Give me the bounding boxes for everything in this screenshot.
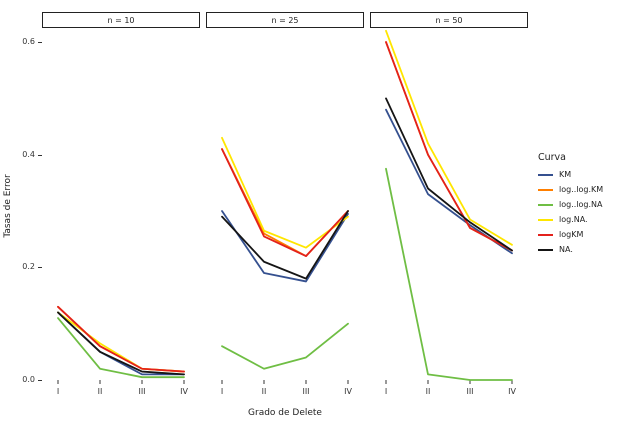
- legend-swatch: [538, 218, 553, 221]
- y-tick-mark: [38, 154, 42, 156]
- legend-entry-label: log..log.NA: [559, 200, 603, 209]
- legend-swatch: [538, 248, 553, 251]
- legend-entry-label: KM: [559, 170, 572, 179]
- series-line-log..log.NA: [221, 322, 349, 370]
- legend-entry-label: logKM: [559, 230, 584, 239]
- facet-n10: n = 10 I II III IV: [42, 12, 200, 400]
- plot-area: Tasas de Error 0.0 0.2 0.4 0.6 n = 10 I II II…: [0, 12, 624, 400]
- legend-entry-label: NA.: [559, 245, 573, 254]
- series-line-log.NA.: [385, 29, 513, 246]
- legend-entry: log..log.NA: [538, 200, 620, 209]
- y-tick-mark: [38, 380, 42, 381]
- y-tick-label: 0.6: [22, 37, 35, 47]
- legend: Curva KM log..log.KM log..log.NA log.NA. log…: [528, 12, 620, 400]
- x-tick-label: IV: [508, 387, 516, 396]
- facet-strip: n = 25: [206, 12, 364, 28]
- x-tick-label: II: [262, 387, 267, 396]
- y-axis-title-column: Tasas de Error: [0, 12, 16, 400]
- legend-swatch: [538, 173, 553, 176]
- y-axis: 0.0 0.2 0.4 0.6: [16, 12, 42, 400]
- legend-entry: log.NA.: [538, 215, 620, 224]
- x-tick-label: II: [98, 387, 103, 396]
- x-axis-title: Grado de Delete: [248, 408, 322, 418]
- x-axis-title-row: Grado de Delete: [42, 400, 528, 419]
- x-tick-label: I: [385, 387, 387, 396]
- x-tick-label: IV: [344, 387, 352, 396]
- y-tick-label: 0.0: [22, 375, 35, 384]
- facet-panels: n = 10 I II III IV n = 25 I II III IV n = 50 I…: [42, 12, 528, 400]
- series-line-log..log.NA: [385, 167, 513, 381]
- y-tick-mark: [38, 42, 42, 44]
- series-line-log..log.NA: [57, 317, 185, 379]
- x-tick-label: IV: [180, 387, 188, 396]
- y-axis-title: Tasas de Error: [3, 174, 13, 238]
- legend-title: Curva: [538, 152, 567, 163]
- facet-n25: n = 25 I II III IV: [206, 12, 364, 400]
- facet-panel-chart: I II III IV: [42, 28, 200, 400]
- series-line-KM: [57, 311, 185, 376]
- y-tick-label: 0.2: [22, 262, 35, 272]
- legend-entries: KM log..log.KM log..log.NA log.NA. logKM NA.: [538, 170, 620, 260]
- series-line-NA.: [385, 97, 513, 252]
- legend-entry-label: log.NA.: [559, 215, 588, 224]
- x-tick-label: I: [57, 387, 59, 396]
- series-line-log.NA.: [221, 136, 349, 249]
- y-tick-label: 0.4: [22, 149, 35, 159]
- series-line-logKM: [385, 41, 513, 252]
- facet-strip: n = 50: [370, 12, 528, 28]
- y-tick-labels: 0.0 0.2 0.4 0.6: [16, 28, 42, 400]
- series-line-logKM: [57, 305, 185, 373]
- facet-strip-label: n = 10: [107, 15, 135, 25]
- series-line-KM: [221, 210, 349, 283]
- legend-entry-label: log..log.KM: [559, 185, 604, 194]
- x-tick-label: III: [466, 387, 473, 396]
- series-line-logKM: [221, 148, 349, 257]
- legend-entry: log..log.KM: [538, 185, 620, 194]
- legend-swatch: [538, 188, 553, 191]
- facet-strip: n = 10: [42, 12, 200, 28]
- legend-entry: NA.: [538, 245, 620, 254]
- legend-entry: KM: [538, 170, 620, 179]
- facet-n50: n = 50 I II III IV: [370, 12, 528, 400]
- x-tick-label: III: [138, 387, 145, 396]
- facet-panel-chart: I II III IV: [370, 28, 528, 400]
- facet-strip-label: n = 25: [271, 15, 299, 25]
- x-tick-label: I: [221, 387, 223, 396]
- facet-strip-label: n = 50: [435, 15, 463, 25]
- series-line-NA.: [221, 210, 349, 280]
- legend-swatch: [538, 203, 553, 206]
- legend-entry: logKM: [538, 230, 620, 239]
- series-line-NA.: [57, 311, 185, 376]
- y-tick-mark: [38, 267, 42, 269]
- x-tick-label: III: [302, 387, 309, 396]
- legend-swatch: [538, 233, 553, 236]
- y-axis-spacer: [16, 12, 42, 28]
- x-tick-label: II: [426, 387, 431, 396]
- facet-panel-chart: I II III IV: [206, 28, 364, 400]
